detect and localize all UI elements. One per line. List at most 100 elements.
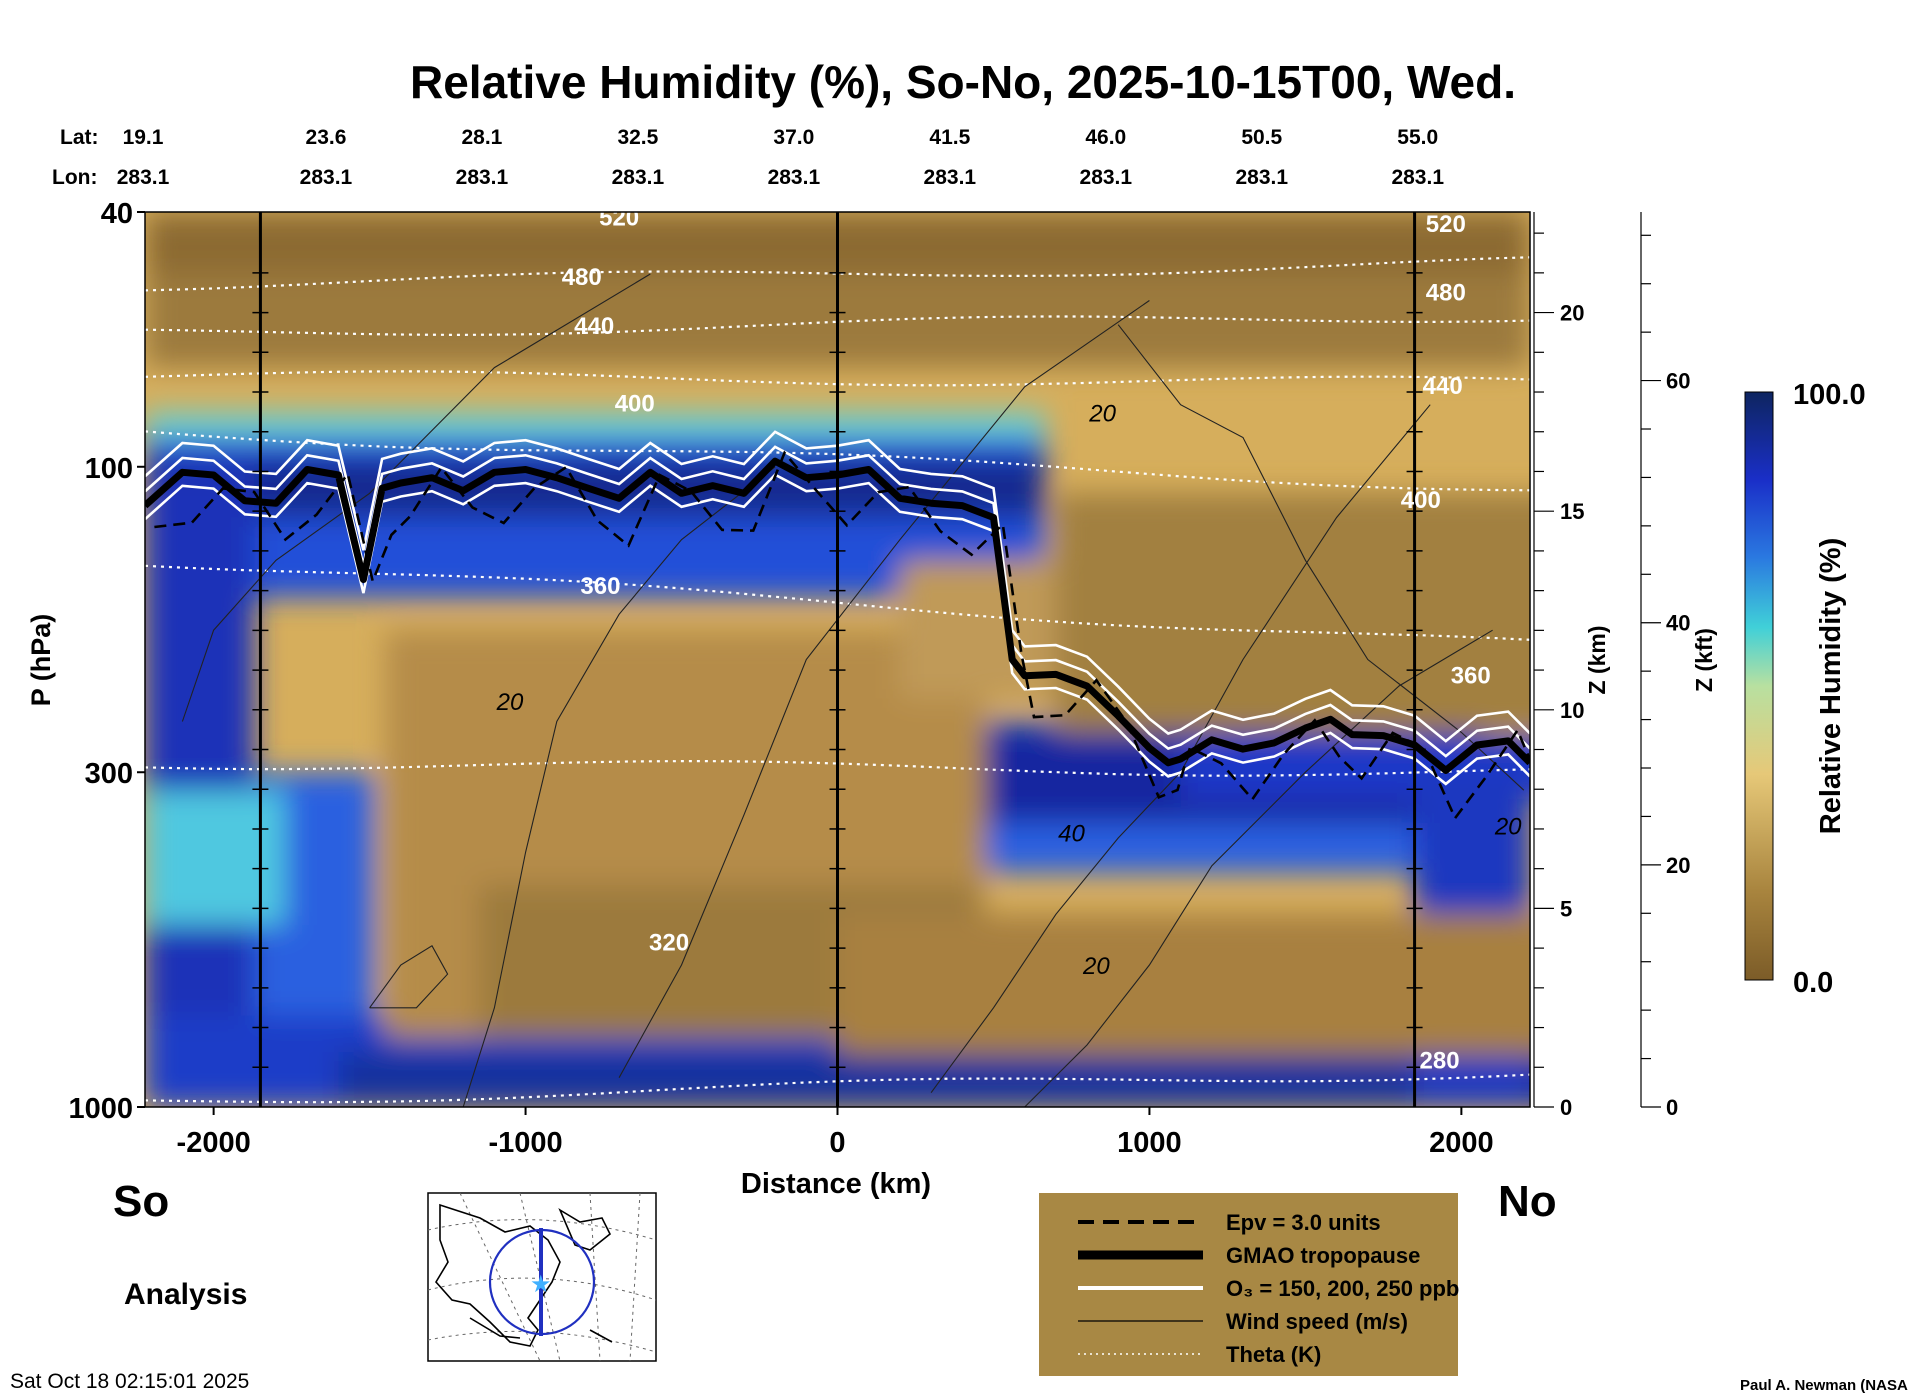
theta-label-520: 520 xyxy=(1426,211,1466,238)
lat-value: 50.5 xyxy=(1241,126,1282,149)
legend-label-dotted: Theta (K) xyxy=(1226,1342,1321,1367)
rh-region-9 xyxy=(338,1051,1530,1107)
theta-label-360: 360 xyxy=(1451,662,1491,689)
x-axis-label: Distance (km) xyxy=(741,1168,931,1200)
z-km-axis-label: Z (km) xyxy=(1584,626,1610,695)
wind-label-1: 20 xyxy=(496,689,524,716)
ozone-contour-1 xyxy=(145,445,1530,758)
theta-label-320: 320 xyxy=(649,930,689,957)
theta-line-520 xyxy=(145,256,1530,292)
legend-label-dashed: Epv = 3.0 units xyxy=(1226,1210,1381,1235)
wind-contour-0 xyxy=(462,466,776,1107)
lat-value: 32.5 xyxy=(617,126,658,149)
lon-value: 283.1 xyxy=(1391,166,1444,189)
lat-value: 37.0 xyxy=(773,126,814,149)
theta-isentropes xyxy=(145,256,1530,1104)
z-kft-tick-label: 20 xyxy=(1666,853,1690,878)
lon-value: 283.1 xyxy=(1235,166,1288,189)
colorbar: 100.0 0.0 Relative Humidity (%) xyxy=(1744,379,1866,999)
x-tick-label: -1000 xyxy=(488,1127,562,1159)
wind-contour-1 xyxy=(618,300,1150,1078)
lat-value: 23.6 xyxy=(306,126,347,149)
p-tick-label: 1000 xyxy=(68,1093,133,1125)
rh-region-5 xyxy=(145,466,255,1107)
theta-label-280: 280 xyxy=(1420,1047,1460,1074)
wind-label-2: 40 xyxy=(1058,821,1085,848)
z-km-tick-label: 5 xyxy=(1560,896,1572,921)
theta-label-440: 440 xyxy=(1423,373,1463,400)
ozone-contour-0 xyxy=(145,430,1530,743)
wind-contour-6 xyxy=(369,945,449,1009)
colorbar-max-label: 100.0 xyxy=(1793,379,1866,411)
theta-line-320 xyxy=(145,759,1530,777)
p-tick-label: 300 xyxy=(85,758,133,790)
x-tick-label: -2000 xyxy=(177,1127,251,1159)
lat-label: Lat: xyxy=(60,126,99,149)
lon-value: 283.1 xyxy=(924,166,977,189)
y-axis-label: P (hPa) xyxy=(26,614,56,707)
z-kft-axis-label: Z (kft) xyxy=(1691,628,1717,692)
lon-value: 283.1 xyxy=(768,166,821,189)
timestamp: Sat Oct 18 02:15:01 2025 xyxy=(10,1370,249,1393)
wind-label-0: 20 xyxy=(1088,401,1116,428)
wind-label-3: 20 xyxy=(1082,953,1110,980)
z-km-tick-label: 10 xyxy=(1560,698,1584,723)
credit: Paul A. Newman (NASA xyxy=(1740,1377,1908,1394)
colorbar-gradient xyxy=(1744,391,1774,981)
legend-label-thin: Wind speed (m/s) xyxy=(1226,1309,1408,1334)
p-tick-label: 100 xyxy=(85,453,133,485)
wind-contour-3 xyxy=(1024,629,1493,1107)
lon-value: 283.1 xyxy=(1080,166,1133,189)
wind-speed-contours xyxy=(181,273,1525,1107)
lon-value: 283.1 xyxy=(456,166,509,189)
rh-region-7 xyxy=(145,790,285,926)
theta-label-400: 400 xyxy=(615,391,655,418)
lon-label: Lon: xyxy=(52,166,97,189)
legend-label-white: O₃ = 150, 200, 250 ppb xyxy=(1226,1276,1459,1301)
tropopause-curve xyxy=(145,457,1530,774)
lat-value: 28.1 xyxy=(461,126,502,149)
inset-map-star-icon: ★ xyxy=(530,1271,552,1298)
north-label: No xyxy=(1498,1177,1557,1226)
wind-labels: 20 20 40 20 20 xyxy=(496,401,1523,980)
epv-contour xyxy=(154,450,1530,821)
x-tick-label: 2000 xyxy=(1429,1127,1494,1159)
lon-value: 283.1 xyxy=(117,166,170,189)
wind-label-4: 20 xyxy=(1494,813,1522,840)
theta-label-400: 400 xyxy=(1401,487,1441,514)
tropopause-line xyxy=(145,457,1530,774)
z-kft-tick-label: 40 xyxy=(1666,611,1690,636)
lat-value: 46.0 xyxy=(1085,126,1126,149)
inset-map-coastlines xyxy=(435,1203,613,1347)
p-tick-label: 40 xyxy=(101,198,133,230)
rh-region-16 xyxy=(837,914,1530,1056)
wind-contour-5 xyxy=(1117,324,1525,791)
z-km-tick-label: 0 xyxy=(1560,1095,1572,1120)
theta-label-520: 520 xyxy=(599,205,639,232)
plot-area xyxy=(145,212,1530,1107)
theta-line-480 xyxy=(145,315,1530,337)
lat-lon-header: Lat: Lon: 19.1 283.1 23.6 283.1 28.1 283.1 32.… xyxy=(52,126,1444,189)
theta-line-280 xyxy=(145,1073,1530,1104)
axes: -2000 -1000 0 1000 2000 40 100 300 1000 0 5 10 15 20 0… xyxy=(68,198,1690,1159)
wind-contour-4 xyxy=(181,273,651,722)
theta-labels: 520 480 440 400 360 320 520 480 440 400 360 280 xyxy=(562,205,1491,1075)
lat-value: 55.0 xyxy=(1397,126,1438,149)
lon-value: 283.1 xyxy=(612,166,665,189)
z-km-tick-label: 15 xyxy=(1560,499,1584,524)
lat-value: 41.5 xyxy=(929,126,970,149)
vertical-markers xyxy=(252,212,1423,1107)
x-tick-label: 0 xyxy=(829,1127,845,1159)
epv-contours xyxy=(154,450,1530,821)
rh-shading xyxy=(145,212,1530,1107)
lon-value: 283.1 xyxy=(300,166,353,189)
theta-line-440 xyxy=(145,370,1530,387)
analysis-label: Analysis xyxy=(124,1278,247,1311)
theta-label-480: 480 xyxy=(1426,280,1466,307)
inset-map: ★ xyxy=(427,1192,657,1362)
z-kft-tick-label: 0 xyxy=(1666,1095,1678,1120)
wind-contour-2 xyxy=(930,404,1431,1094)
z-km-tick-label: 20 xyxy=(1560,301,1584,326)
colorbar-title: Relative Humidity (%) xyxy=(1815,538,1847,835)
x-tick-label: 1000 xyxy=(1117,1127,1182,1159)
